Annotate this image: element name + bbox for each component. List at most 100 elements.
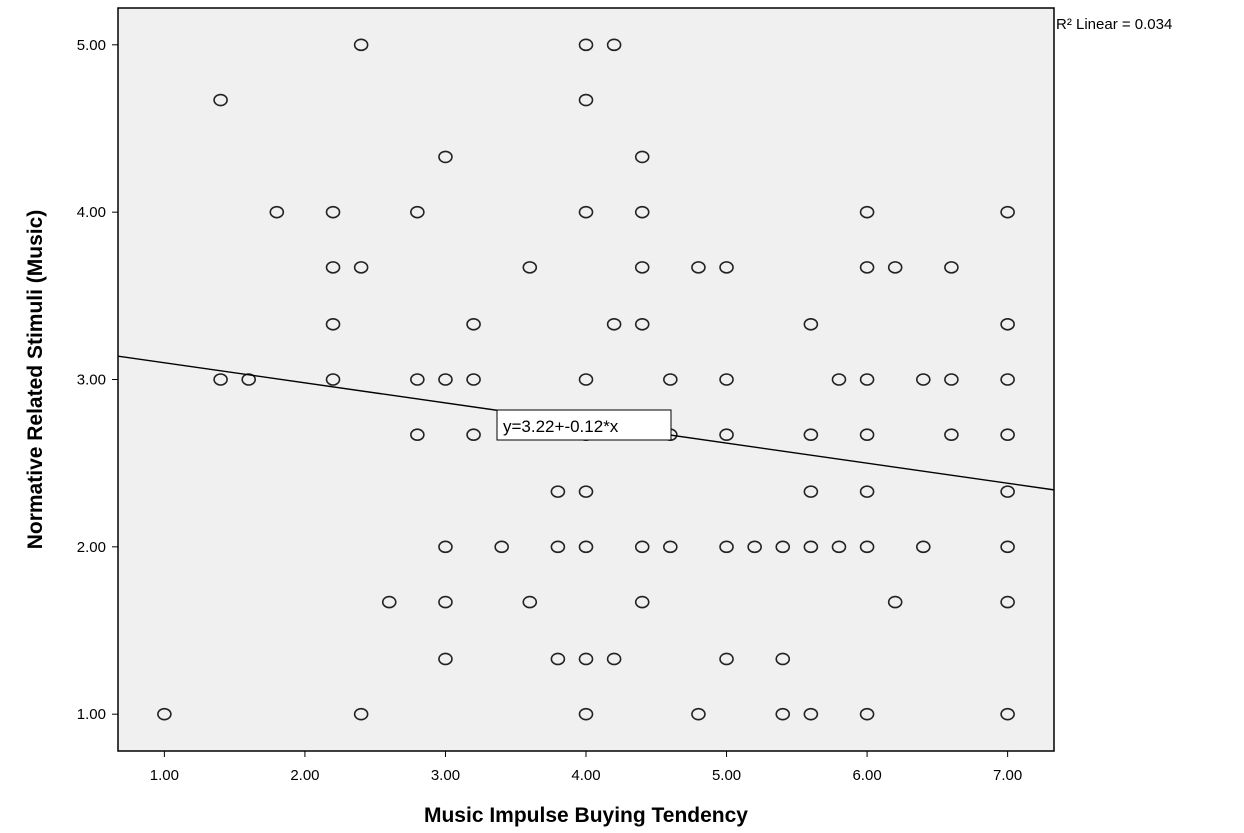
data-point <box>381 595 397 609</box>
data-point <box>410 373 425 386</box>
data-point <box>438 150 453 164</box>
data-point <box>325 317 341 331</box>
data-point <box>550 540 566 554</box>
data-point <box>634 317 650 331</box>
data-point <box>634 150 650 164</box>
data-point <box>438 540 453 554</box>
data-point <box>859 540 875 554</box>
data-point <box>578 205 594 219</box>
data-point <box>1000 707 1015 721</box>
data-point <box>466 317 481 331</box>
data-point <box>1000 485 1015 498</box>
x-tick-label: 6.00 <box>852 767 881 784</box>
data-point <box>241 373 257 386</box>
data-point <box>803 540 819 554</box>
data-point <box>213 93 228 107</box>
data-point <box>915 373 931 386</box>
data-point <box>719 261 734 274</box>
data-point <box>663 373 678 386</box>
x-tick-label: 1.00 <box>150 767 179 784</box>
data-point <box>578 373 594 386</box>
data-point <box>803 317 819 331</box>
data-point <box>1000 205 1015 219</box>
data-points <box>157 38 1015 721</box>
data-point <box>859 261 875 274</box>
data-point <box>606 38 622 52</box>
plot-area <box>117 7 1055 752</box>
y-axis-title: Normative Related Stimuli (Music) <box>24 210 47 550</box>
equation-box: y=3.22+-0.12*x <box>496 409 672 441</box>
y-axis: 1.00 2.00 3.00 4.00 5.00 <box>77 37 118 723</box>
data-point <box>494 540 509 554</box>
data-point <box>944 373 959 386</box>
data-point <box>691 261 706 274</box>
data-point <box>578 93 594 107</box>
data-point <box>915 540 931 554</box>
y-tick-label: 2.00 <box>77 539 106 556</box>
data-point <box>438 652 453 666</box>
data-point <box>606 317 622 331</box>
x-axis-title: Music Impulse Buying Tendency <box>424 804 748 827</box>
y-tick-label: 4.00 <box>77 204 106 221</box>
data-point <box>606 652 622 666</box>
data-point <box>550 652 566 666</box>
data-point <box>1000 540 1015 554</box>
data-point <box>1000 428 1015 442</box>
equation-label: y=3.22+-0.12*x <box>503 417 619 436</box>
data-point <box>719 652 734 666</box>
data-point <box>634 540 650 554</box>
data-point <box>1000 317 1015 331</box>
y-tick-label: 3.00 <box>77 372 106 389</box>
data-point <box>719 540 734 554</box>
data-point <box>803 485 819 498</box>
x-tick-label: 3.00 <box>431 767 460 784</box>
data-point <box>466 428 481 442</box>
data-point <box>522 595 538 609</box>
data-point <box>578 38 594 52</box>
data-point <box>944 261 959 274</box>
y-tick-label: 5.00 <box>77 37 106 54</box>
data-point <box>466 373 481 386</box>
data-point <box>578 707 594 721</box>
data-point <box>859 485 875 498</box>
data-point <box>887 261 903 274</box>
data-point <box>578 652 594 666</box>
data-point <box>634 205 650 219</box>
data-point <box>353 38 369 52</box>
data-point <box>634 261 650 274</box>
r-squared-label: R² Linear = 0.034 <box>1056 16 1172 33</box>
x-tick-label: 7.00 <box>993 767 1022 784</box>
data-point <box>438 373 453 386</box>
data-point <box>325 373 341 386</box>
data-point <box>353 707 369 721</box>
x-tick-label: 2.00 <box>290 767 319 784</box>
data-point <box>353 261 369 274</box>
data-point <box>269 205 285 219</box>
data-point <box>325 205 341 219</box>
data-point <box>944 428 959 442</box>
data-point <box>831 373 847 386</box>
data-point <box>1000 595 1015 609</box>
data-point <box>859 428 875 442</box>
data-point <box>859 205 875 219</box>
data-point <box>747 540 762 554</box>
data-point <box>550 485 566 498</box>
data-point <box>775 652 791 666</box>
y-tick-label: 1.00 <box>77 706 106 723</box>
data-point <box>410 428 425 442</box>
data-point <box>410 205 425 219</box>
data-point <box>803 428 819 442</box>
data-point <box>775 540 791 554</box>
data-point <box>634 595 650 609</box>
data-point <box>831 540 847 554</box>
x-axis: 1.00 2.00 3.00 4.00 5.00 6.00 7.00 <box>150 751 1022 784</box>
data-point <box>719 428 734 442</box>
data-point <box>1000 373 1015 386</box>
data-point <box>887 595 903 609</box>
data-point <box>578 485 594 498</box>
data-point <box>775 707 791 721</box>
data-point <box>522 261 538 274</box>
data-point <box>859 373 875 386</box>
